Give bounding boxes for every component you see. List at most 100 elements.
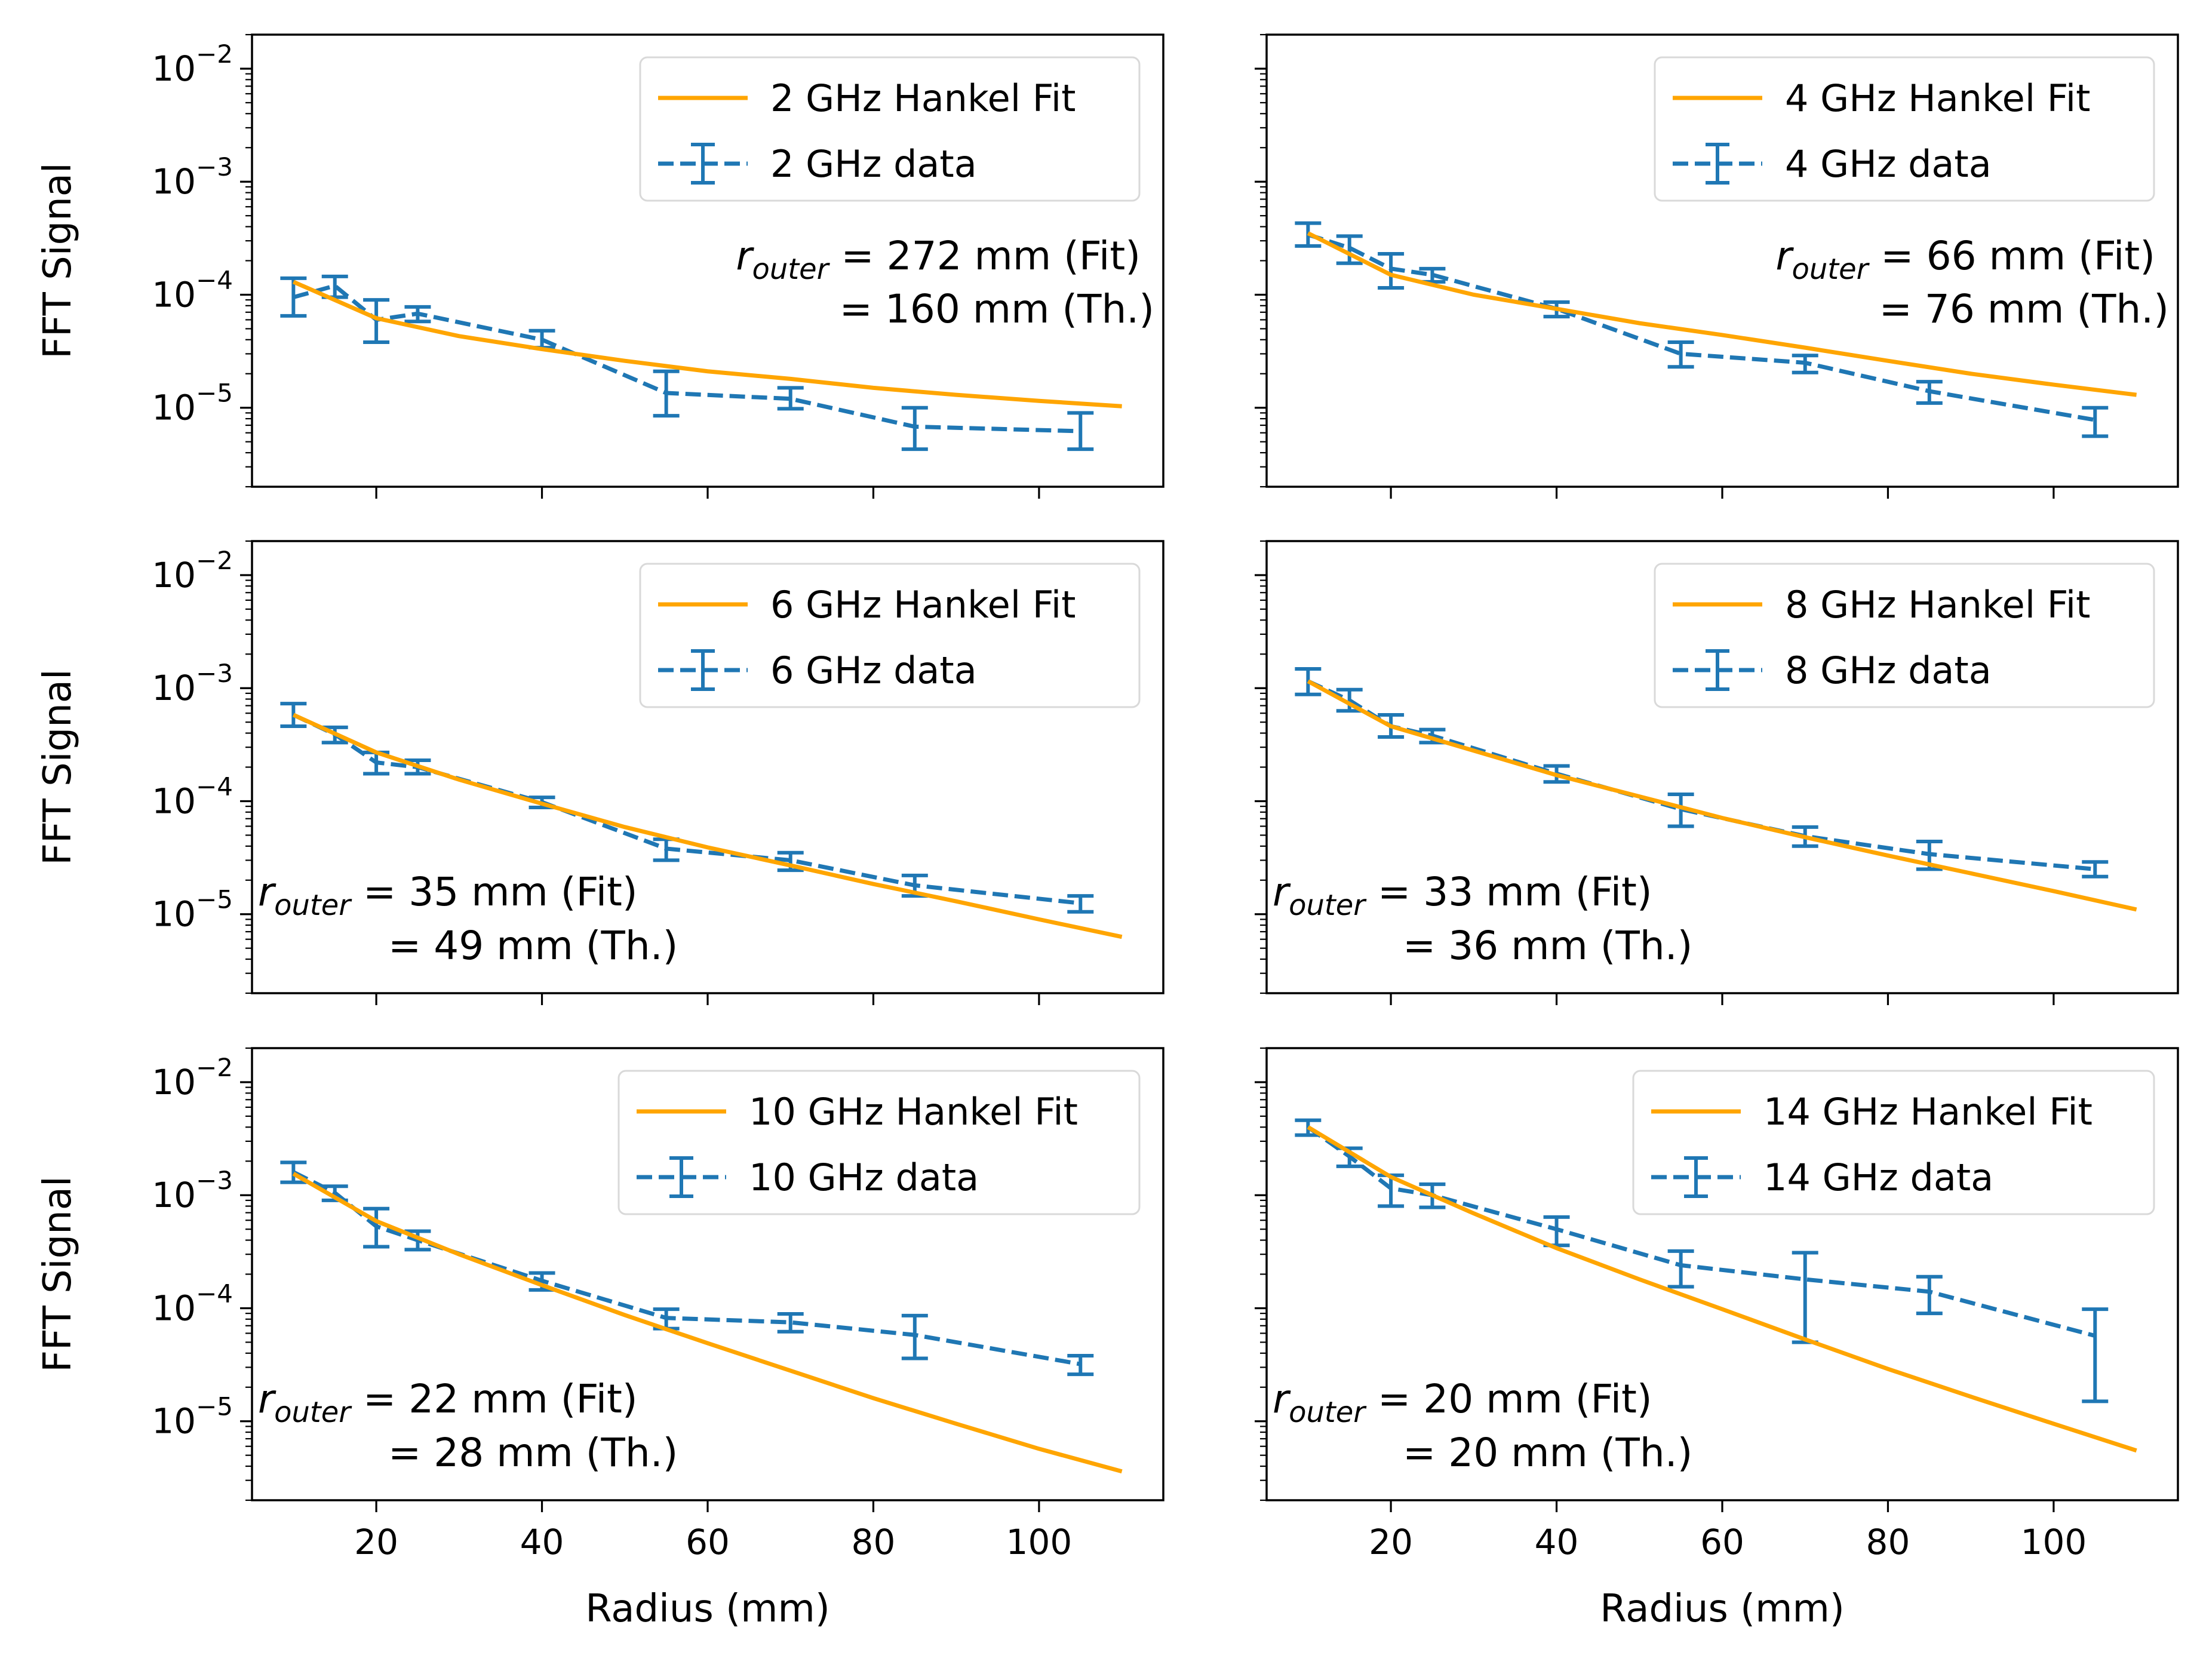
x-ticks xyxy=(1390,1500,2055,1512)
y-axis-label: FFT Signal xyxy=(36,162,80,359)
y-tick-label: 10−2 xyxy=(152,1053,233,1102)
legend-data-label: 8 GHz data xyxy=(1785,649,1992,692)
x-tick-label: 40 xyxy=(520,1522,564,1562)
annotation-subscript: outer xyxy=(1289,889,1367,922)
annotation-fit-line: router = 35 mm (Fit) xyxy=(258,869,638,922)
fit-series xyxy=(292,1172,1123,1474)
r-outer-annotation: router = 33 mm (Fit)= 36 mm (Th.) xyxy=(1273,869,1692,969)
plot-area xyxy=(1295,1118,2137,1453)
legend-box xyxy=(1632,1070,2155,1215)
legend-fit-label: 4 GHz Hankel Fit xyxy=(1785,76,2090,120)
y-tick-base: 10 xyxy=(152,1062,196,1102)
y-tick-label: 10−2 xyxy=(152,546,233,595)
x-tick-label: 20 xyxy=(354,1522,398,1562)
y-tick-base: 10 xyxy=(152,1175,196,1215)
error-bar xyxy=(901,1313,928,1360)
axes-frame xyxy=(251,540,1164,994)
annotation-symbol: r xyxy=(736,233,754,279)
y-tick-base: 10 xyxy=(152,781,196,821)
fit-series xyxy=(1307,231,2137,397)
error-bar xyxy=(1336,234,1363,265)
error-bar xyxy=(1067,411,1094,452)
error-bar xyxy=(1067,894,1094,914)
error-bar xyxy=(1667,340,1694,369)
x-axis-label: Radius (mm) xyxy=(585,1587,830,1631)
x-tick-label: 60 xyxy=(686,1522,730,1562)
legend-box xyxy=(1654,563,2155,708)
x-tick-label: 40 xyxy=(1535,1522,1579,1562)
fit-line xyxy=(292,712,1123,939)
y-tick-base: 10 xyxy=(152,1401,196,1442)
data-series xyxy=(1295,1118,2109,1403)
x-ticks xyxy=(375,993,1040,1005)
plot-area xyxy=(280,702,1123,939)
r-outer-annotation: router = 272 mm (Fit)= 160 mm (Th.) xyxy=(736,233,1154,332)
legend: 8 GHz Hankel Fit 8 GHz data xyxy=(1654,563,2155,708)
error-bar xyxy=(1792,354,1818,374)
y-ticks xyxy=(240,540,252,994)
annotation-subscript: outer xyxy=(1792,253,1870,286)
y-tick-exponent: −5 xyxy=(196,379,233,408)
y-tick-label: 10−3 xyxy=(152,152,233,202)
legend: 4 GHz Hankel Fit 4 GHz data xyxy=(1654,56,2155,202)
x-ticks xyxy=(1390,993,2055,1005)
r-outer-annotation: router = 20 mm (Fit)= 20 mm (Th.) xyxy=(1273,1376,1692,1476)
axes-frame xyxy=(1265,1047,2179,1501)
y-tick-base: 10 xyxy=(152,668,196,708)
annotation-fit-line: router = 272 mm (Fit) xyxy=(736,233,1141,286)
error-bar xyxy=(1667,1249,1694,1289)
y-ticks xyxy=(1255,540,1267,994)
y-tick-exponent: −4 xyxy=(196,1279,233,1308)
error-bar xyxy=(2082,406,2109,438)
error-bar xyxy=(653,369,680,418)
axes-frame xyxy=(251,1047,1164,1501)
fit-line xyxy=(292,280,1122,409)
annotation-symbol: r xyxy=(258,869,276,915)
y-tick-label: 10−5 xyxy=(152,1392,233,1442)
annotation-theory-line: = 160 mm (Th.) xyxy=(840,286,1154,332)
y-tick-label: 10−3 xyxy=(152,1166,233,1215)
annotation-fit-line: router = 20 mm (Fit) xyxy=(1273,1376,1652,1429)
y-tick-label: 10−5 xyxy=(152,885,233,935)
error-bar xyxy=(2082,1307,2109,1403)
y-tick-base: 10 xyxy=(152,274,196,315)
error-bar xyxy=(1916,1274,1943,1316)
data-line xyxy=(1307,679,2095,871)
error-bar xyxy=(1543,1215,1570,1248)
y-tick-exponent: −4 xyxy=(196,265,233,294)
legend-data-label: 2 GHz data xyxy=(770,142,977,186)
plot-area xyxy=(280,274,1122,452)
axes-frame xyxy=(1265,33,2179,488)
error-bar xyxy=(1916,380,1943,405)
x-tick-label: 80 xyxy=(1866,1522,1910,1562)
annotation-fit-value: = 272 mm (Fit) xyxy=(828,233,1141,279)
error-bar xyxy=(1067,1353,1094,1377)
y-tick-label: 10−4 xyxy=(152,772,233,821)
y-tick-label: 10−4 xyxy=(152,1279,233,1328)
y-tick-base: 10 xyxy=(152,388,196,428)
fit-series xyxy=(1307,679,2137,912)
y-tick-label: 10−4 xyxy=(152,265,233,315)
annotation-theory-line: = 28 mm (Th.) xyxy=(388,1430,678,1476)
legend-data-label: 14 GHz data xyxy=(1763,1156,1993,1199)
annotation-fit-value: = 35 mm (Fit) xyxy=(351,869,638,915)
panel-top-right: 4 GHz Hankel Fit 4 GHz data router = 66 mm… xyxy=(1255,33,2179,499)
y-tick-exponent: −5 xyxy=(196,885,233,914)
fit-line xyxy=(292,1172,1123,1474)
y-tick-exponent: −5 xyxy=(196,1392,233,1421)
y-tick-base: 10 xyxy=(152,1288,196,1328)
annotation-fit-value: = 22 mm (Fit) xyxy=(351,1376,638,1422)
annotation-symbol: r xyxy=(258,1376,276,1422)
annotation-fit-value: = 20 mm (Fit) xyxy=(1365,1376,1652,1422)
fit-series xyxy=(1307,1125,2137,1453)
y-tick-base: 10 xyxy=(152,555,196,595)
annotation-theory-line: = 36 mm (Th.) xyxy=(1403,923,1692,969)
error-bar xyxy=(1378,252,1405,290)
legend: 6 GHz Hankel Fit 6 GHz data xyxy=(639,563,1141,708)
error-bar xyxy=(404,1229,431,1252)
